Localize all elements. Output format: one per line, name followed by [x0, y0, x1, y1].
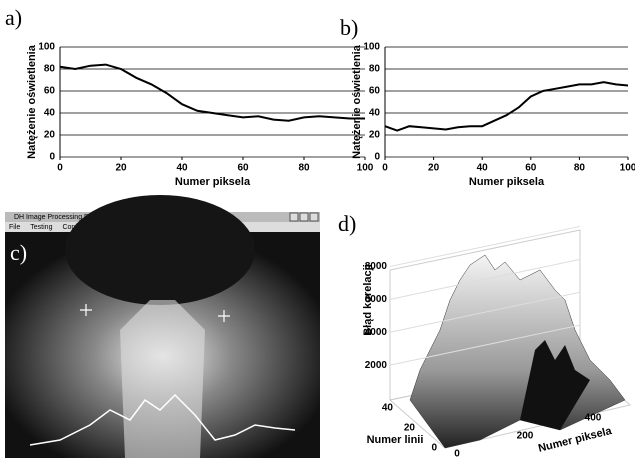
panel-label: b): [340, 15, 358, 40]
y-tick-label: 80: [44, 64, 56, 75]
x-axis-label: Numer piksela: [537, 425, 614, 455]
x-tick-label: 40: [477, 163, 489, 174]
x-tick-label: 40: [176, 163, 188, 174]
y-axis-label: Natężenie oświetlenia: [351, 44, 363, 159]
x-tick-label: 0: [382, 163, 388, 174]
x-tick-label: 0: [57, 163, 63, 174]
y-tick-label: 100: [38, 42, 55, 53]
y-tick-label: 80: [369, 64, 381, 75]
panel-label: d): [338, 211, 356, 236]
z-axis-label: Błąd korelacji: [362, 264, 374, 336]
y-tick-label: 20: [44, 130, 56, 141]
x-tick-label: 100: [357, 163, 374, 174]
y-tick-label: 0: [431, 443, 437, 454]
menu-item[interactable]: Testing: [30, 224, 52, 231]
x-tick-label: 60: [237, 163, 249, 174]
menu-item[interactable]: File: [9, 224, 20, 231]
y-tick-label: 40: [382, 403, 394, 414]
minimize-button[interactable]: [290, 213, 298, 221]
x-tick-label: 20: [428, 163, 440, 174]
y-tick-label: 40: [44, 108, 56, 119]
z-tick-label: 2000: [365, 360, 388, 371]
y-tick-label: 100: [363, 42, 380, 53]
x-tick-label: 100: [620, 163, 635, 174]
x-tick-label: 400: [585, 413, 602, 424]
y-tick-label: 0: [374, 152, 380, 163]
y-axis-label: Numer linii: [367, 434, 424, 446]
x-tick-label: 0: [454, 449, 460, 459]
y-axis-label: Natężenie oświetlenia: [26, 44, 38, 159]
x-axis-label: Numer piksela: [175, 176, 251, 188]
y-tick-label: 20: [404, 423, 416, 434]
panel-label: a): [5, 5, 22, 30]
figure: DH Image Processing Program FileTestingC…: [0, 0, 635, 459]
y-tick-label: 60: [44, 86, 56, 97]
y-tick-label: 0: [49, 152, 55, 163]
x-tick-label: 80: [574, 163, 586, 174]
x-tick-label: 200: [517, 431, 534, 442]
panel-label: c): [10, 240, 27, 265]
nozzle: [65, 195, 255, 305]
y-tick-label: 60: [369, 86, 381, 97]
close-button[interactable]: [310, 213, 318, 221]
data-line: [60, 65, 365, 121]
y-tick-label: 40: [369, 108, 381, 119]
jet: [120, 300, 205, 458]
x-tick-label: 20: [115, 163, 127, 174]
x-tick-label: 80: [298, 163, 310, 174]
data-line: [385, 82, 628, 130]
x-tick-label: 60: [525, 163, 537, 174]
x-axis-label: Numer piksela: [469, 176, 545, 188]
y-tick-label: 20: [369, 130, 381, 141]
maximize-button[interactable]: [300, 213, 308, 221]
